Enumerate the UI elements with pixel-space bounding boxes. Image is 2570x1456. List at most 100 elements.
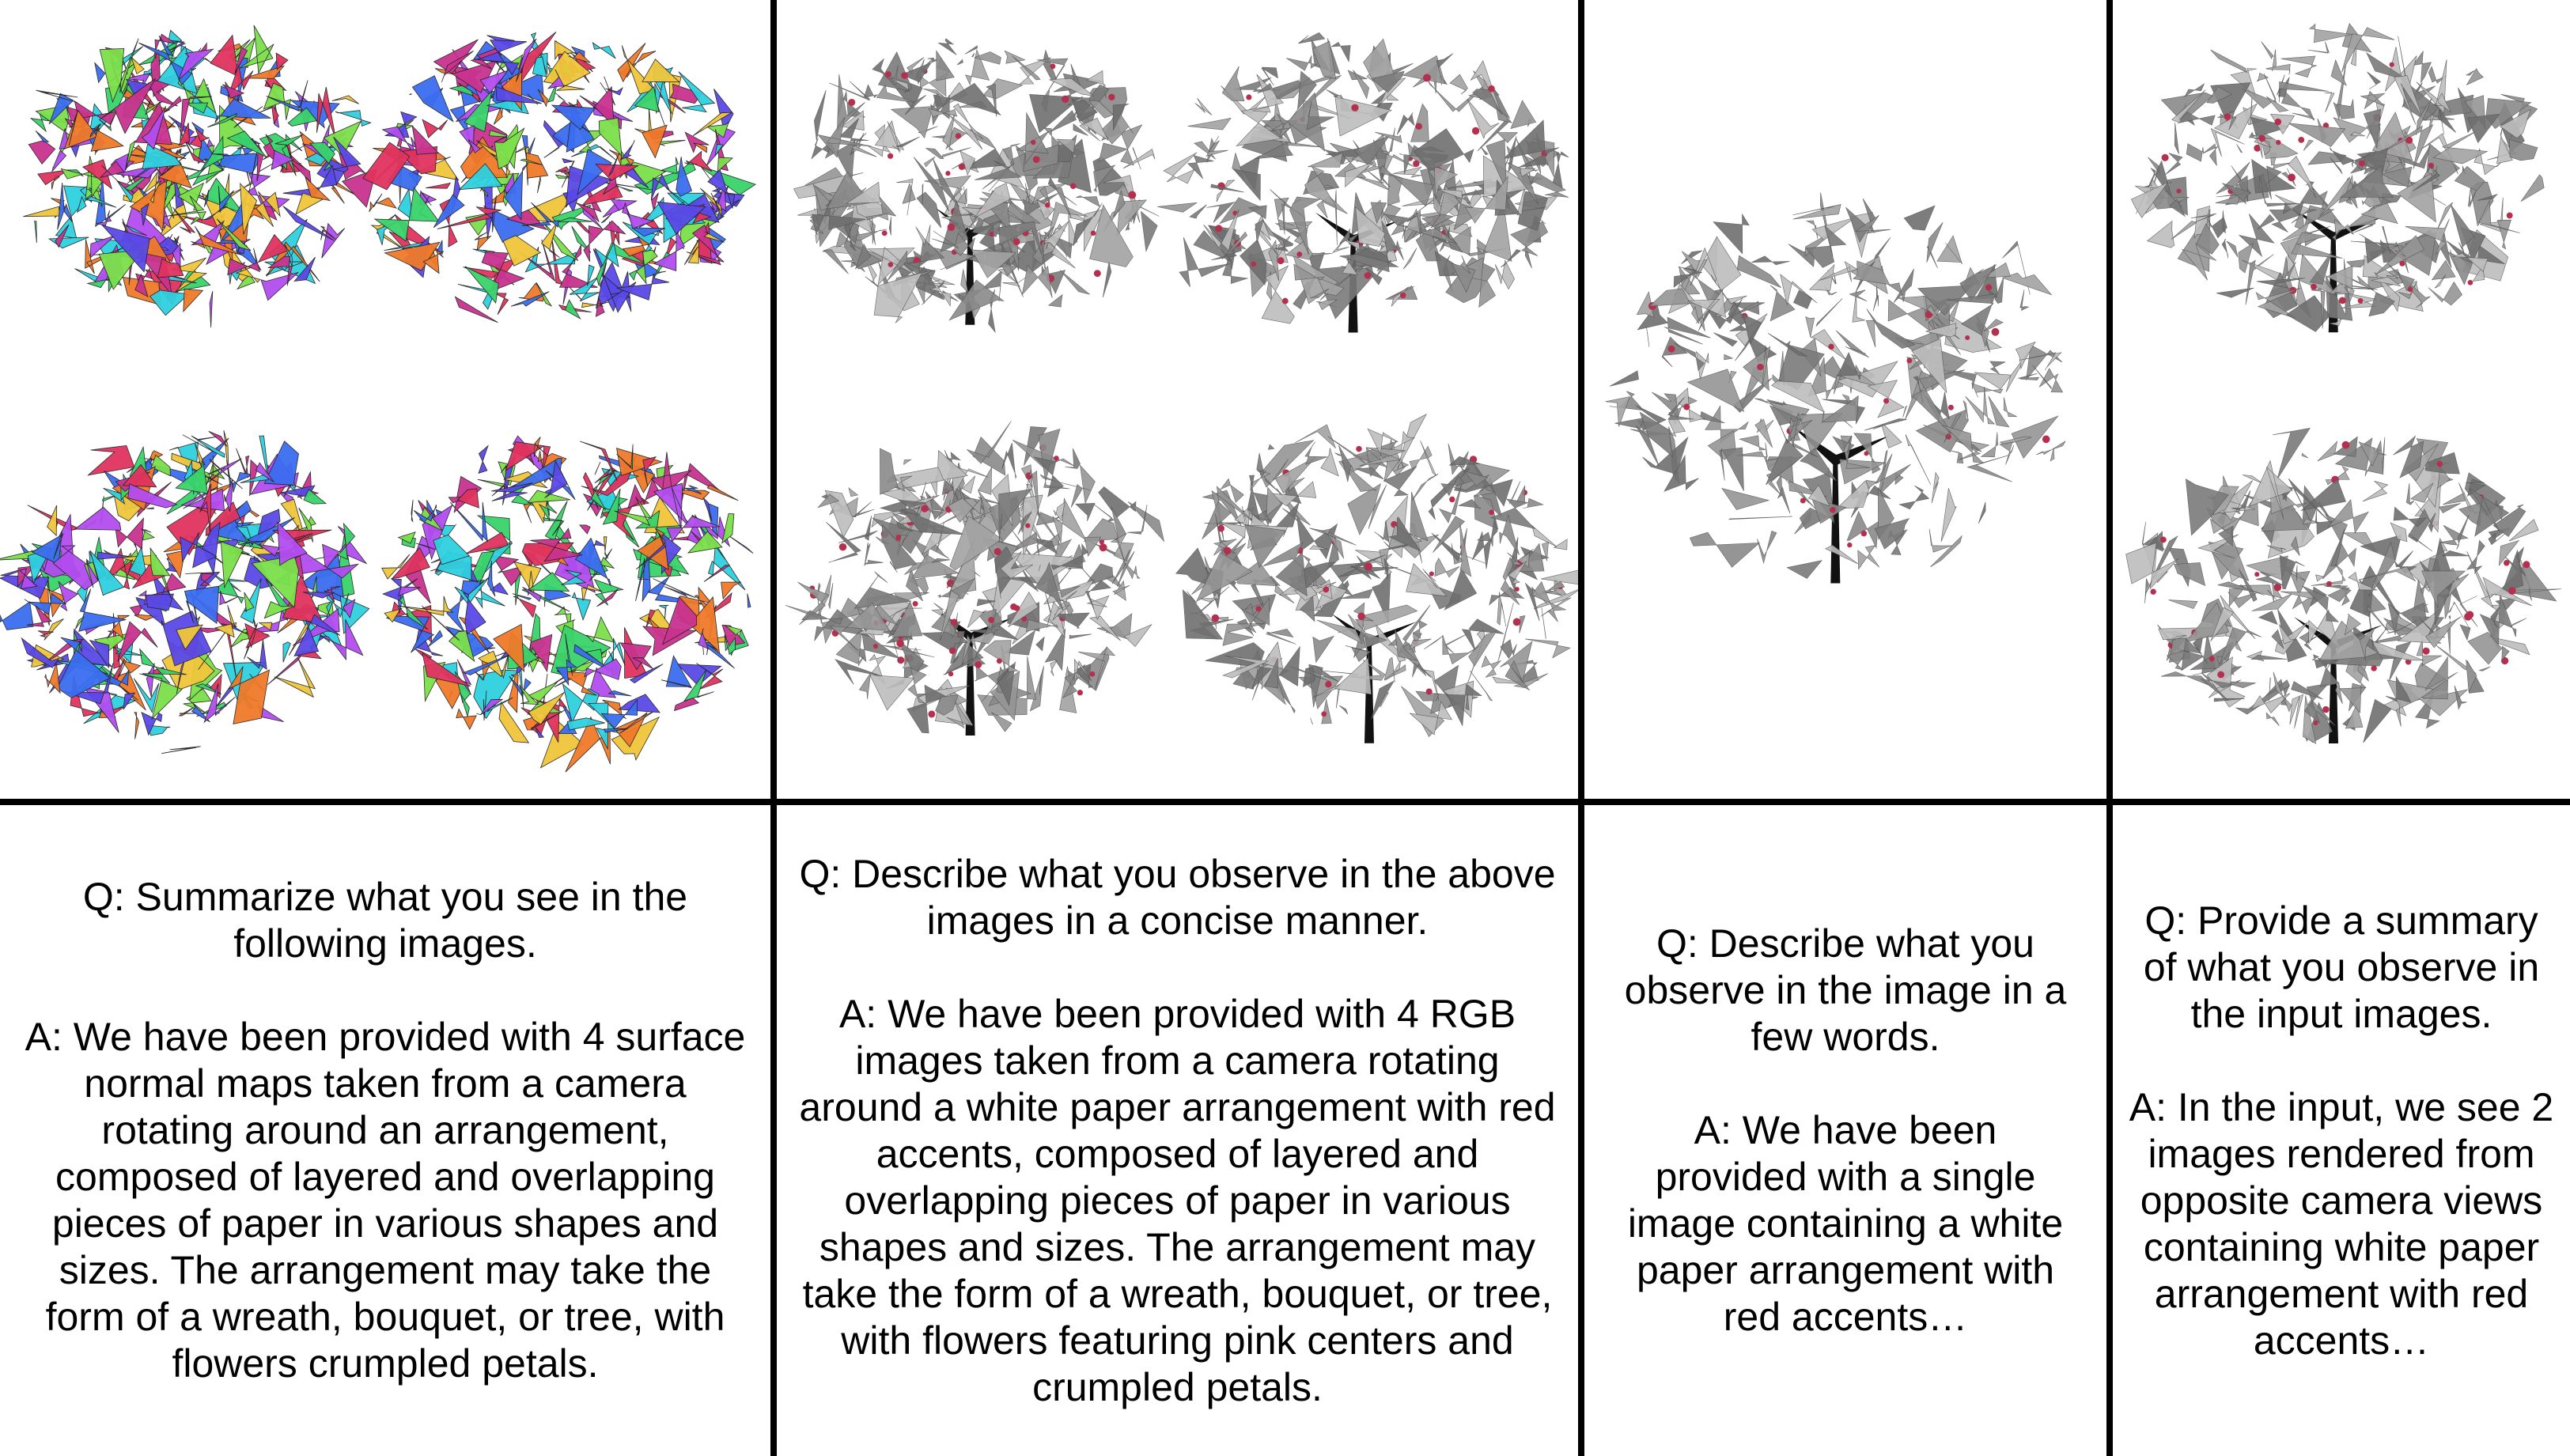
paper-piece-shape bbox=[1305, 665, 1339, 683]
paper-piece-shape bbox=[2437, 93, 2451, 113]
paper-piece-shape bbox=[489, 582, 509, 596]
opposite-view-2 bbox=[2125, 427, 2561, 744]
paper-piece-shape bbox=[1275, 551, 1308, 597]
paper-piece-shape bbox=[598, 117, 623, 157]
paper-piece-shape bbox=[222, 84, 245, 99]
paper-piece-shape bbox=[642, 59, 680, 83]
paper-piece-shape bbox=[1008, 531, 1046, 559]
red-accent-dot bbox=[1356, 445, 1362, 452]
paper-piece-shape bbox=[1771, 380, 1825, 413]
paper-piece-shape bbox=[1757, 530, 1777, 565]
paper-piece-shape bbox=[2362, 255, 2399, 279]
paper-piece-shape bbox=[1334, 96, 1392, 137]
red-accent-dot bbox=[2273, 583, 2282, 592]
paper-piece-shape bbox=[216, 218, 252, 251]
paper-piece-shape bbox=[2466, 660, 2477, 694]
paper-piece-shape bbox=[1936, 235, 1963, 264]
paper-piece-shape bbox=[1505, 660, 1530, 691]
paper-piece-shape bbox=[1428, 467, 1470, 520]
red-accent-dot bbox=[958, 163, 966, 170]
red-accent-dot bbox=[912, 600, 918, 607]
paper-piece-shape bbox=[932, 230, 959, 248]
paper-piece-shape bbox=[2317, 441, 2338, 462]
paper-piece-shape bbox=[55, 224, 70, 248]
paper-piece-shape bbox=[47, 505, 58, 537]
paper-piece-shape bbox=[332, 137, 361, 172]
paper-piece-shape bbox=[1243, 524, 1289, 537]
paper-piece-shape bbox=[134, 273, 149, 298]
red-accent-dot bbox=[2503, 560, 2510, 566]
paper-piece-shape bbox=[1394, 629, 1418, 661]
red-accent-dot bbox=[1296, 251, 1303, 257]
paper-piece-shape bbox=[381, 578, 402, 602]
paper-piece-shape bbox=[2238, 214, 2275, 258]
paper-piece-shape bbox=[1609, 391, 1645, 411]
paper-piece-shape bbox=[1043, 221, 1076, 269]
red-accent-dot bbox=[1089, 671, 1096, 677]
red-accent-dot bbox=[1429, 571, 1434, 577]
paper-piece-shape bbox=[1025, 619, 1058, 632]
paper-piece-shape bbox=[828, 583, 834, 609]
paper-piece-shape bbox=[580, 441, 618, 482]
paper-piece-shape bbox=[1262, 219, 1285, 249]
paper-piece-shape bbox=[202, 521, 221, 576]
paper-piece-shape bbox=[24, 592, 67, 615]
paper-piece-shape bbox=[2408, 532, 2432, 552]
paper-piece-shape bbox=[653, 578, 696, 599]
paper-piece-shape bbox=[263, 82, 292, 120]
paper-piece-shape bbox=[542, 517, 565, 536]
trunk-shape bbox=[1791, 425, 1891, 584]
paper-piece-shape bbox=[1820, 395, 1859, 423]
paper-piece-shape bbox=[1442, 634, 1479, 665]
paper-piece-shape bbox=[323, 120, 362, 157]
paper-piece-shape bbox=[2288, 155, 2315, 191]
red-accent-dot bbox=[1425, 688, 1433, 695]
paper-piece-shape bbox=[1490, 498, 1536, 529]
paper-piece-shape bbox=[1277, 92, 1326, 152]
red-accent-dot bbox=[1012, 238, 1020, 246]
paper-piece-shape bbox=[1523, 497, 1544, 509]
red-accent-dot bbox=[2258, 134, 2266, 142]
paper-piece-shape bbox=[495, 85, 542, 104]
paper-piece-shape bbox=[1293, 263, 1325, 281]
paper-piece-shape bbox=[1411, 473, 1439, 501]
paper-piece-shape bbox=[2173, 635, 2187, 641]
paper-piece-shape bbox=[1187, 117, 1232, 130]
paper-piece-shape bbox=[2217, 581, 2265, 596]
paper-piece-shape bbox=[2324, 92, 2335, 113]
paper-piece-shape bbox=[2393, 506, 2428, 528]
paper-piece-shape bbox=[2349, 131, 2366, 137]
paper-piece-shape bbox=[953, 233, 975, 256]
paper-piece-shape bbox=[1406, 562, 1448, 597]
paper-piece-shape bbox=[467, 139, 483, 153]
paper-piece-shape bbox=[1674, 342, 1705, 371]
red-accent-dot bbox=[2326, 581, 2332, 587]
paper-piece-shape bbox=[1069, 633, 1092, 639]
red-accent-dot bbox=[2161, 153, 2169, 161]
paper-piece-shape bbox=[1805, 316, 1815, 338]
paper-piece-shape bbox=[2200, 672, 2235, 702]
paper-piece-shape bbox=[2303, 139, 2314, 151]
paper-piece-shape bbox=[274, 134, 304, 176]
paper-piece-shape bbox=[218, 185, 235, 214]
paper-piece-shape bbox=[2466, 551, 2496, 602]
paper-piece-shape bbox=[2334, 437, 2384, 477]
paper-piece-shape bbox=[2206, 493, 2259, 535]
paper-piece-shape bbox=[858, 672, 871, 700]
paper-piece-shape bbox=[1312, 40, 1337, 80]
paper-piece-shape bbox=[2371, 112, 2413, 161]
paper-piece-shape bbox=[157, 258, 184, 278]
paper-piece-shape bbox=[2289, 694, 2304, 729]
paper-piece-shape bbox=[1330, 41, 1351, 63]
paper-piece-shape bbox=[1098, 486, 1137, 518]
qa-cell-3: Q: Describe what you observe in the imag… bbox=[1584, 805, 2106, 1456]
normal-map-view-2 bbox=[362, 31, 757, 323]
paper-piece-shape bbox=[954, 612, 958, 636]
paper-piece-shape bbox=[835, 659, 882, 685]
paper-piece-shape bbox=[392, 546, 430, 579]
paper-piece-shape bbox=[813, 89, 827, 141]
paper-piece-shape bbox=[1035, 562, 1064, 611]
paper-piece-shape bbox=[381, 554, 411, 580]
paper-piece-shape bbox=[2421, 570, 2466, 608]
normal-maps-panel bbox=[0, 0, 770, 799]
